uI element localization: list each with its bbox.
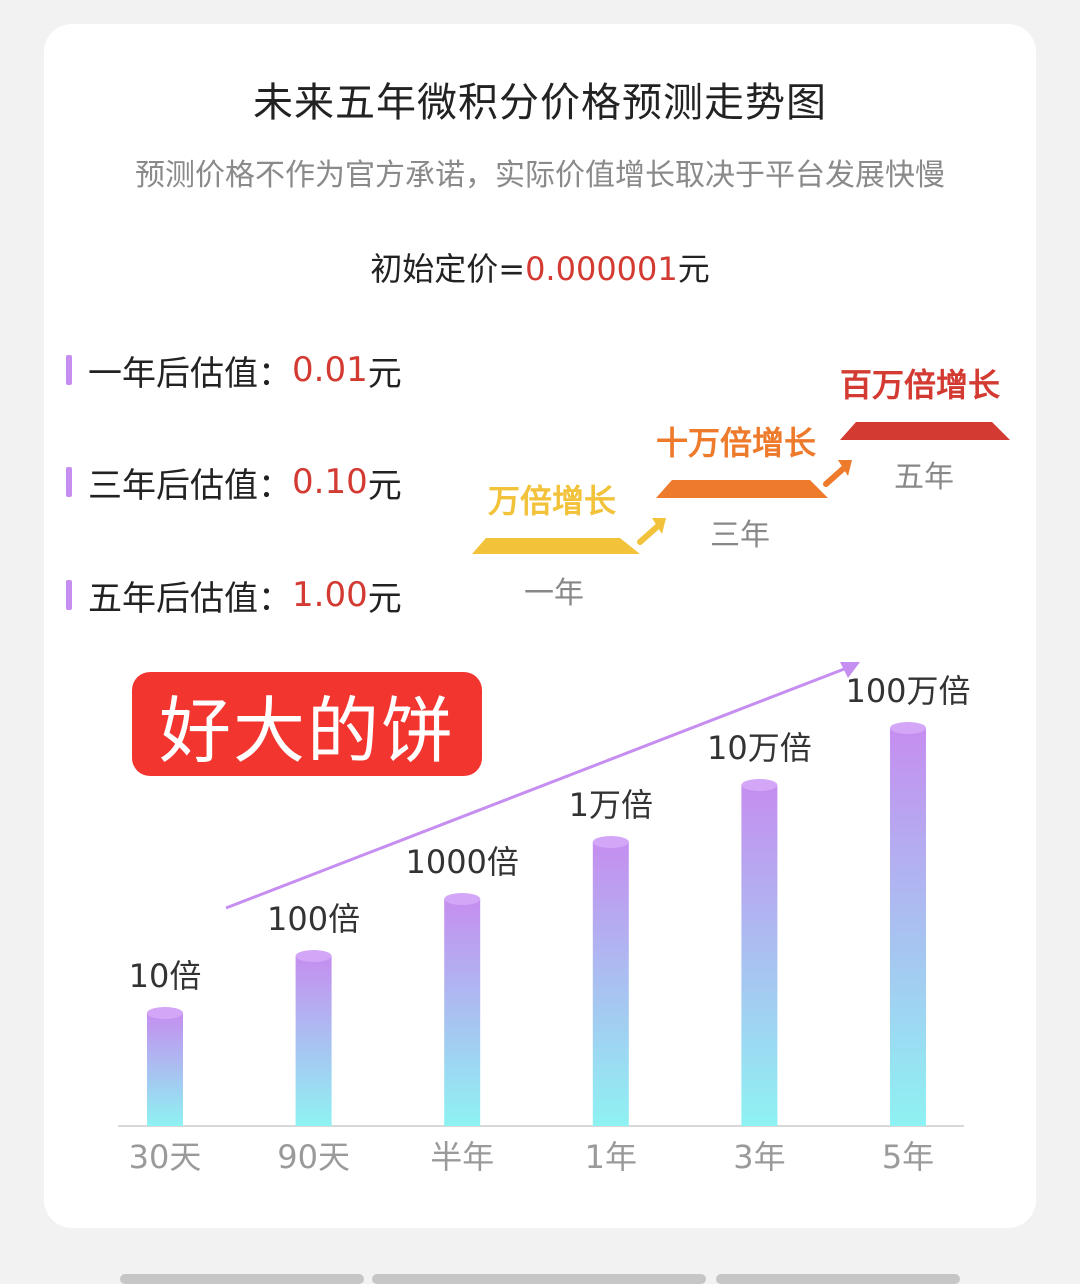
step-arrow-1-icon [637,518,666,545]
page-subtitle: 预测价格不作为官方承诺，实际价值增长取决于平台发展快慢 [135,158,945,193]
bar-data-label: 1000倍 [405,843,518,881]
estimate-one-year: 一年后估值： 0.01 元 [66,348,402,394]
bar-data-label: 1万倍 [569,786,653,824]
x-tick-label: 5年 [882,1138,934,1176]
estimate-value: 0.10 [292,462,368,502]
initial-price-label: 初始定价= [370,250,526,288]
bar-data-label: 10万倍 [707,729,812,767]
step-year-3: 五年 [894,460,954,495]
scroll-indicator [716,1274,960,1284]
highlight-badge: 好大的饼 [132,672,482,776]
estimate-unit: 元 [367,465,402,506]
estimate-unit: 元 [367,578,402,619]
step-year-1: 一年 [524,576,584,611]
estimate-value: 0.01 [292,350,368,390]
x-tick-label: 1年 [585,1138,637,1176]
step-arrow-2-icon [823,460,852,487]
bar-cap-2 [295,950,332,962]
step-label-2: 十万倍增长 [656,424,817,462]
estimate-label: 一年后估值： [88,353,292,394]
initial-price-unit: 元 [677,250,710,288]
bar-4 [592,842,629,1126]
page-title: 未来五年微积分价格预测走势图 [253,80,827,126]
bar-cap-6 [890,722,926,734]
step-year-2: 三年 [710,518,770,553]
bar-3 [444,899,481,1126]
x-tick-label: 半年 [430,1138,494,1176]
x-tick-label: 90天 [277,1138,350,1176]
bar-5 [741,785,778,1126]
bar-cap-5 [741,779,778,791]
growth-steps: 万倍增长 一年 十万倍增长 三年 百万倍增长 五年 [462,352,1022,612]
trend-arrow-line [225,664,853,910]
scroll-indicator [120,1274,364,1284]
step-label-1: 万倍增长 [488,482,617,520]
estimate-unit: 元 [367,353,402,394]
bar-cap-3 [444,893,481,905]
bar-cap-1 [147,1007,183,1019]
estimate-marker [66,467,72,497]
x-tick-label: 3年 [733,1138,785,1176]
bar-data-label: 10倍 [129,957,202,995]
bar-2 [295,956,332,1126]
bar-1 [147,1013,183,1126]
step-platform-2 [656,480,828,498]
bar-6 [890,728,926,1126]
chart-card [44,24,1036,1228]
step-label-3: 百万倍增长 [840,366,1001,404]
growth-steps-graphic [472,422,1010,554]
estimate-three-years: 三年后估值： 0.10 元 [66,460,402,506]
step-platform-1 [472,538,640,554]
bar-data-label: 100万倍 [845,672,970,710]
estimate-label: 三年后估值： [88,465,292,506]
estimate-value: 1.00 [292,575,368,615]
initial-price: 初始定价=0.000001元 [0,244,1080,290]
x-tick-label: 30天 [129,1138,202,1176]
scroll-indicator [372,1274,706,1284]
estimate-five-years: 五年后估值： 1.00 元 [66,573,402,619]
estimate-marker [66,580,72,610]
initial-price-value: 0.000001 [525,250,678,288]
estimate-marker [66,355,72,385]
bar-cap-4 [592,836,629,848]
estimate-label: 五年后估值： [88,578,292,619]
trend-arrow-head-icon [840,662,860,678]
step-platform-3 [840,422,1010,440]
bar-data-label: 100倍 [267,900,360,938]
